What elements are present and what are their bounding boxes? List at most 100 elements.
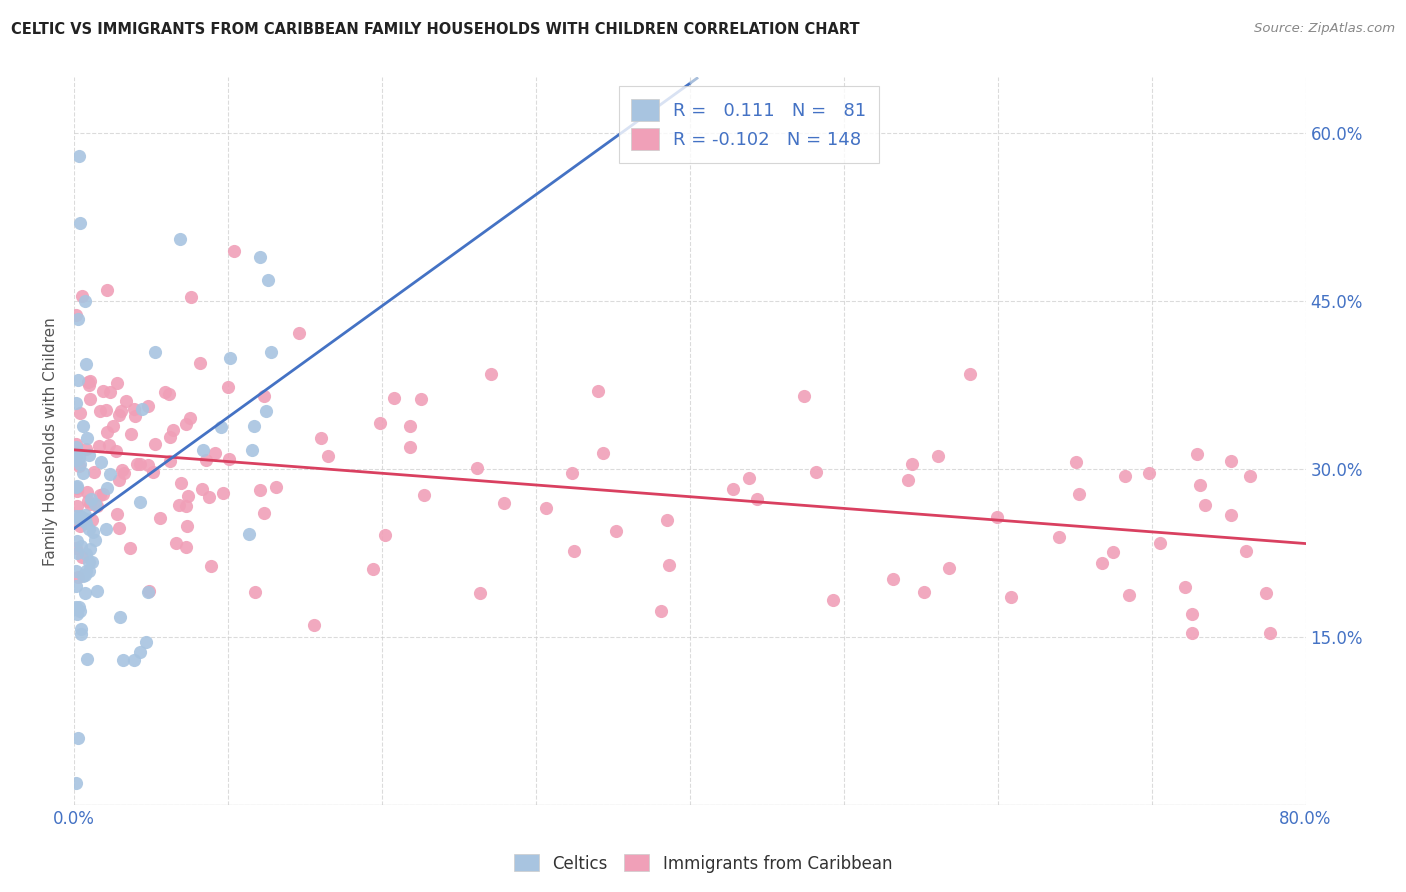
Point bbox=[938, 560, 960, 574]
Point bbox=[94, 402, 117, 417]
Point bbox=[65, 508, 87, 523]
Point bbox=[143, 437, 166, 451]
Point bbox=[382, 392, 405, 406]
Point bbox=[143, 344, 166, 359]
Point bbox=[218, 351, 240, 366]
Point bbox=[77, 378, 100, 392]
Point bbox=[77, 375, 100, 389]
Point bbox=[66, 500, 89, 514]
Point bbox=[136, 458, 159, 472]
Point bbox=[1219, 508, 1241, 522]
Point bbox=[82, 555, 104, 569]
Point bbox=[122, 401, 145, 416]
Point bbox=[605, 524, 627, 538]
Point bbox=[1067, 487, 1090, 501]
Point bbox=[124, 409, 146, 424]
Point bbox=[73, 508, 96, 523]
Point bbox=[586, 384, 609, 399]
Point bbox=[120, 427, 142, 442]
Point bbox=[76, 484, 98, 499]
Point bbox=[492, 496, 515, 510]
Point bbox=[65, 565, 87, 579]
Point bbox=[65, 449, 87, 463]
Point bbox=[901, 457, 924, 471]
Point bbox=[79, 448, 101, 462]
Point bbox=[804, 465, 827, 479]
Point bbox=[135, 635, 157, 649]
Point bbox=[136, 400, 159, 414]
Point bbox=[122, 653, 145, 667]
Point bbox=[468, 586, 491, 600]
Point bbox=[180, 290, 202, 304]
Point bbox=[86, 584, 108, 599]
Point bbox=[66, 546, 89, 560]
Point bbox=[65, 437, 87, 451]
Point bbox=[76, 652, 98, 666]
Point bbox=[650, 604, 672, 618]
Point bbox=[65, 480, 87, 494]
Point bbox=[169, 232, 191, 246]
Point bbox=[70, 622, 93, 636]
Point bbox=[104, 444, 127, 458]
Point bbox=[249, 483, 271, 498]
Point bbox=[72, 419, 94, 434]
Point bbox=[75, 565, 97, 579]
Point bbox=[745, 492, 768, 507]
Point bbox=[112, 653, 135, 667]
Point bbox=[66, 483, 89, 498]
Point bbox=[240, 443, 263, 458]
Point bbox=[162, 423, 184, 437]
Point bbox=[218, 451, 240, 466]
Point bbox=[412, 488, 434, 502]
Point bbox=[67, 513, 90, 527]
Point bbox=[374, 527, 396, 541]
Point bbox=[1187, 447, 1209, 461]
Point bbox=[897, 473, 920, 487]
Point bbox=[84, 533, 107, 547]
Point bbox=[69, 458, 91, 472]
Point bbox=[89, 488, 111, 502]
Point bbox=[1194, 498, 1216, 512]
Text: Source: ZipAtlas.com: Source: ZipAtlas.com bbox=[1254, 22, 1395, 36]
Point bbox=[67, 570, 90, 584]
Point bbox=[108, 609, 131, 624]
Point bbox=[821, 592, 844, 607]
Point bbox=[243, 584, 266, 599]
Point bbox=[79, 374, 101, 388]
Point bbox=[288, 326, 311, 340]
Point bbox=[169, 498, 191, 512]
Point bbox=[65, 453, 87, 467]
Point bbox=[159, 430, 181, 444]
Point bbox=[128, 645, 150, 659]
Point bbox=[398, 419, 420, 434]
Point bbox=[243, 418, 266, 433]
Point bbox=[65, 396, 87, 410]
Point bbox=[1090, 556, 1112, 570]
Point bbox=[72, 288, 94, 302]
Point bbox=[1181, 607, 1204, 621]
Point bbox=[115, 394, 138, 409]
Point bbox=[65, 579, 87, 593]
Point bbox=[793, 389, 815, 403]
Point bbox=[882, 572, 904, 586]
Point bbox=[157, 386, 180, 401]
Point bbox=[191, 443, 214, 458]
Point bbox=[1234, 543, 1257, 558]
Point bbox=[142, 465, 165, 479]
Point bbox=[77, 565, 100, 579]
Point bbox=[66, 451, 89, 466]
Point bbox=[1239, 468, 1261, 483]
Point bbox=[77, 555, 100, 569]
Point bbox=[149, 511, 172, 525]
Point bbox=[66, 533, 89, 548]
Point bbox=[238, 527, 260, 541]
Point bbox=[959, 367, 981, 381]
Point bbox=[1188, 477, 1211, 491]
Point bbox=[65, 775, 87, 789]
Point bbox=[96, 481, 118, 495]
Point bbox=[112, 466, 135, 480]
Point bbox=[65, 479, 87, 493]
Point bbox=[66, 731, 89, 746]
Point bbox=[127, 457, 149, 471]
Point bbox=[96, 283, 118, 297]
